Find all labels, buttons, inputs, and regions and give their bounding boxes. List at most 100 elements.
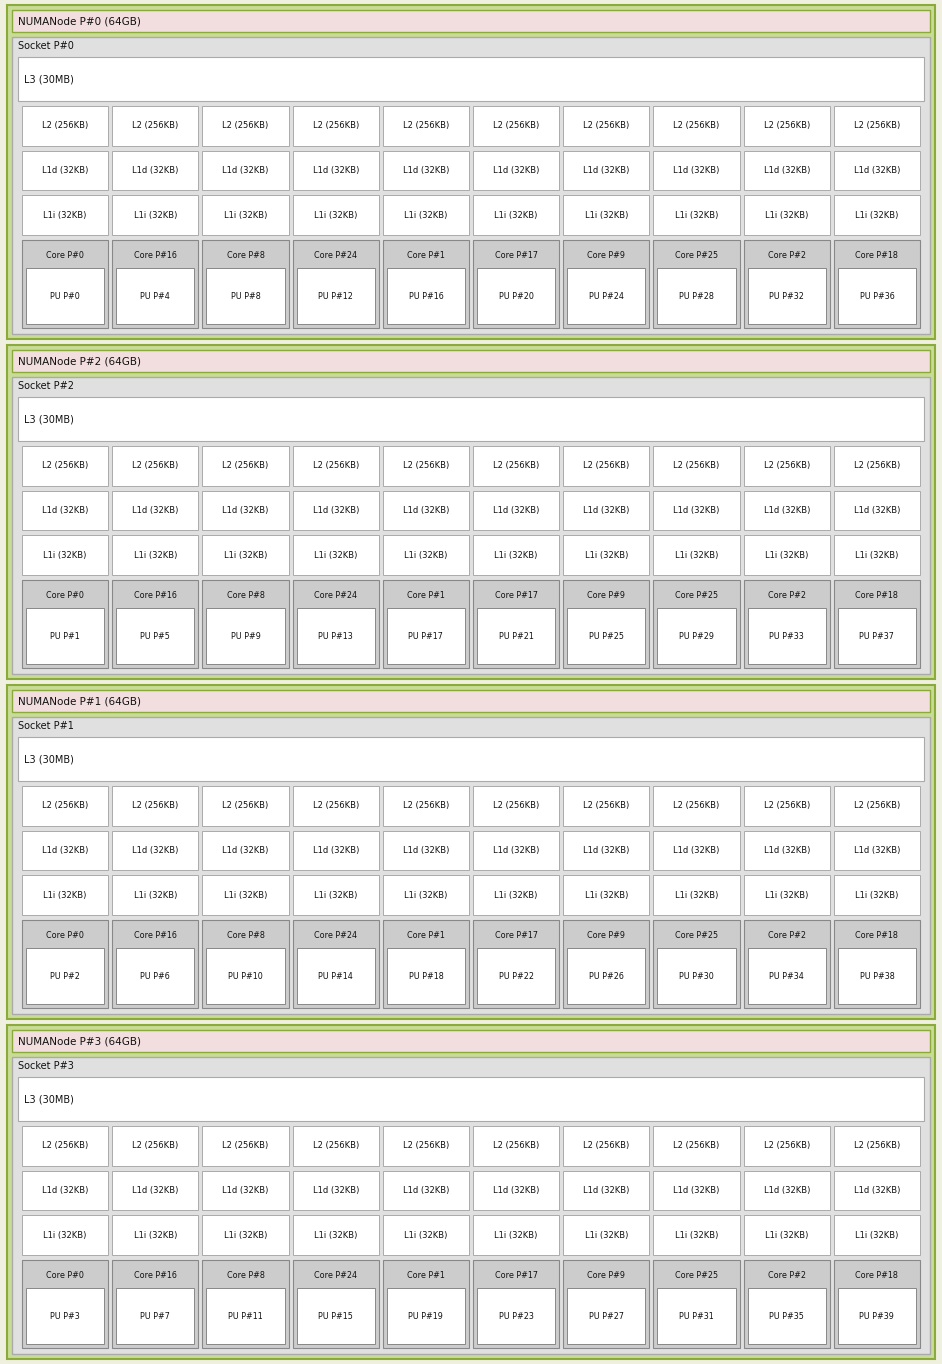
Bar xyxy=(18,397,924,441)
Bar xyxy=(834,535,920,576)
Text: L2 (256KB): L2 (256KB) xyxy=(583,461,629,471)
Bar xyxy=(203,240,288,327)
Bar xyxy=(112,106,199,146)
Bar xyxy=(658,269,736,325)
Bar xyxy=(654,240,739,327)
Bar xyxy=(18,1078,924,1121)
Bar xyxy=(22,106,108,146)
Bar xyxy=(112,446,199,486)
Text: L2 (256KB): L2 (256KB) xyxy=(42,1142,89,1150)
Text: L1i (32KB): L1i (32KB) xyxy=(495,551,538,559)
Text: L2 (256KB): L2 (256KB) xyxy=(313,1142,359,1150)
Text: L1d (32KB): L1d (32KB) xyxy=(132,506,178,516)
Text: L1d (32KB): L1d (32KB) xyxy=(493,166,539,175)
Text: PU P#30: PU P#30 xyxy=(679,971,714,981)
Text: PU P#1: PU P#1 xyxy=(50,632,80,641)
Bar xyxy=(382,919,469,1008)
Text: L1i (32KB): L1i (32KB) xyxy=(224,1230,268,1240)
Text: L1i (32KB): L1i (32KB) xyxy=(585,1230,628,1240)
Bar xyxy=(834,1215,920,1255)
Bar xyxy=(473,491,560,531)
Text: L2 (256KB): L2 (256KB) xyxy=(853,461,900,471)
Bar xyxy=(382,876,469,915)
Bar xyxy=(116,608,194,664)
Text: Core P#16: Core P#16 xyxy=(134,251,177,259)
Text: Core P#18: Core P#18 xyxy=(855,930,899,940)
Text: PU P#2: PU P#2 xyxy=(50,971,80,981)
Text: L1i (32KB): L1i (32KB) xyxy=(674,891,718,900)
Bar xyxy=(22,240,108,327)
Text: L1i (32KB): L1i (32KB) xyxy=(314,1230,357,1240)
Bar xyxy=(18,737,924,782)
Text: PU P#29: PU P#29 xyxy=(679,632,714,641)
Bar xyxy=(382,106,469,146)
Text: Core P#1: Core P#1 xyxy=(407,1271,445,1279)
Bar xyxy=(473,1127,560,1166)
Bar xyxy=(293,240,379,327)
Bar xyxy=(834,580,920,668)
Text: L1d (32KB): L1d (32KB) xyxy=(674,846,720,855)
Bar xyxy=(293,876,379,915)
Text: Core P#9: Core P#9 xyxy=(587,1271,625,1279)
Bar xyxy=(293,491,379,531)
Bar xyxy=(112,1127,199,1166)
Text: L3 (30MB): L3 (30MB) xyxy=(24,415,73,424)
Text: Core P#8: Core P#8 xyxy=(227,930,265,940)
Bar xyxy=(382,786,469,825)
Bar xyxy=(382,1215,469,1255)
Bar xyxy=(22,195,108,235)
Text: L1i (32KB): L1i (32KB) xyxy=(314,891,357,900)
Bar xyxy=(654,1215,739,1255)
Bar xyxy=(654,580,739,668)
Text: L1i (32KB): L1i (32KB) xyxy=(224,210,268,220)
Text: Core P#0: Core P#0 xyxy=(46,1271,84,1279)
Bar xyxy=(387,1289,465,1344)
Text: PU P#25: PU P#25 xyxy=(589,632,624,641)
Bar xyxy=(834,240,920,327)
Text: PU P#24: PU P#24 xyxy=(589,292,624,300)
Bar xyxy=(743,195,830,235)
Bar xyxy=(477,269,555,325)
Bar xyxy=(297,1289,375,1344)
Text: L1i (32KB): L1i (32KB) xyxy=(43,1230,87,1240)
Bar xyxy=(654,535,739,576)
Bar xyxy=(473,195,560,235)
Text: Core P#17: Core P#17 xyxy=(495,251,538,259)
Bar xyxy=(203,831,288,870)
Bar xyxy=(293,919,379,1008)
Bar xyxy=(22,1127,108,1166)
Bar xyxy=(563,1127,649,1166)
Bar xyxy=(473,580,560,668)
Bar xyxy=(477,948,555,1004)
Bar xyxy=(834,831,920,870)
Bar xyxy=(22,491,108,531)
Text: NUMANode P#0 (64GB): NUMANode P#0 (64GB) xyxy=(18,16,141,26)
Bar xyxy=(567,948,645,1004)
Bar xyxy=(116,948,194,1004)
Text: L1i (32KB): L1i (32KB) xyxy=(765,551,808,559)
Bar xyxy=(387,269,465,325)
Text: L1d (32KB): L1d (32KB) xyxy=(41,846,89,855)
Bar xyxy=(203,106,288,146)
Text: L1i (32KB): L1i (32KB) xyxy=(674,210,718,220)
Bar xyxy=(743,240,830,327)
Bar xyxy=(206,608,284,664)
Text: L1i (32KB): L1i (32KB) xyxy=(224,551,268,559)
Bar xyxy=(203,1215,288,1255)
Text: PU P#35: PU P#35 xyxy=(770,1312,804,1320)
Text: Socket P#2: Socket P#2 xyxy=(18,381,74,391)
Text: L1i (32KB): L1i (32KB) xyxy=(404,551,447,559)
Bar xyxy=(748,1289,826,1344)
Bar xyxy=(473,1260,560,1348)
Text: L2 (256KB): L2 (256KB) xyxy=(222,461,268,471)
Bar xyxy=(834,150,920,191)
Text: Core P#9: Core P#9 xyxy=(587,930,625,940)
Bar xyxy=(112,919,199,1008)
Text: L1d (32KB): L1d (32KB) xyxy=(764,846,810,855)
Bar xyxy=(112,580,199,668)
Text: L1d (32KB): L1d (32KB) xyxy=(403,846,449,855)
Bar xyxy=(563,1260,649,1348)
Bar xyxy=(293,150,379,191)
Text: L2 (256KB): L2 (256KB) xyxy=(493,461,539,471)
Bar xyxy=(203,580,288,668)
